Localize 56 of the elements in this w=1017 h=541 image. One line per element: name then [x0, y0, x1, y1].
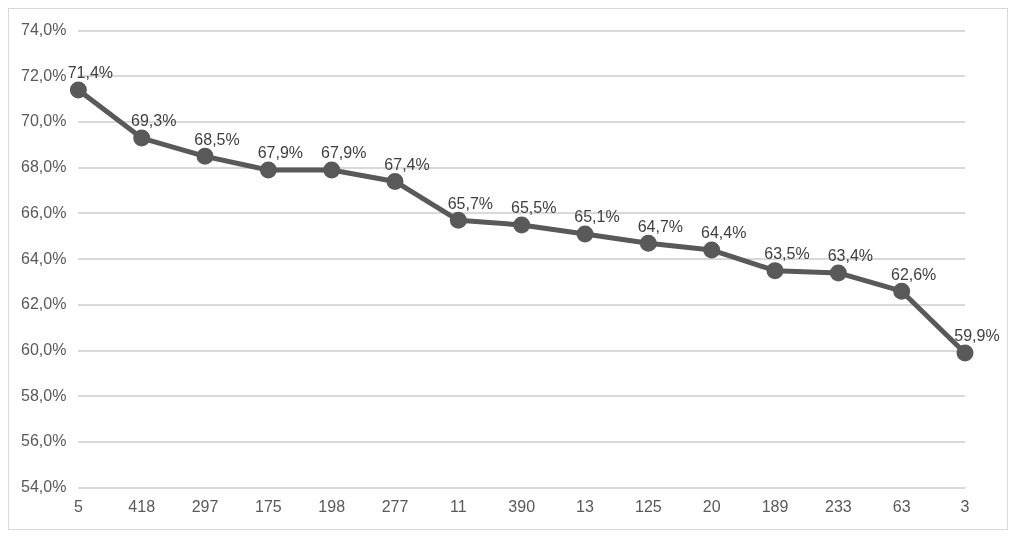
data-label: 65,1%	[574, 208, 620, 226]
point	[766, 262, 784, 280]
data-label: 68,5%	[194, 130, 240, 148]
data-label: 64,7%	[637, 217, 684, 235]
point	[513, 216, 531, 234]
y-tick-label: 66,0%	[20, 203, 67, 221]
y-tick-label: 58,0%	[20, 386, 67, 404]
point	[576, 225, 594, 243]
point	[69, 81, 87, 99]
point	[449, 211, 467, 229]
x-tick-label: 198	[318, 497, 346, 515]
point	[829, 264, 847, 282]
data-label: 65,5%	[511, 199, 557, 217]
point	[893, 282, 911, 300]
data-label: 63,4%	[827, 247, 874, 265]
data-label: 71,4%	[67, 64, 114, 82]
x-tick-label: 297	[191, 497, 219, 515]
data-label: 63,5%	[764, 245, 810, 263]
point	[386, 172, 404, 190]
x-tick-label: 390	[508, 497, 536, 515]
x-tick-label: 5	[73, 497, 83, 515]
y-tick-label: 62,0%	[20, 295, 67, 313]
data-label: 64,4%	[700, 224, 747, 242]
data-label: 65,7%	[447, 194, 494, 212]
x-tick-label: 233	[824, 497, 852, 515]
y-tick-label: 54,0%	[20, 478, 67, 496]
y-tick-label: 60,0%	[20, 341, 67, 359]
x-tick-label: 277	[381, 497, 409, 515]
y-tick-label: 56,0%	[20, 432, 67, 450]
data-label: 62,6%	[890, 265, 937, 283]
point	[196, 147, 214, 165]
x-tick-label: 418	[128, 497, 156, 515]
data-label: 67,9%	[257, 144, 304, 162]
y-tick-label: 70,0%	[20, 112, 67, 130]
point	[259, 161, 277, 179]
x-tick-label: 20	[702, 497, 721, 515]
y-tick-label: 74,0%	[20, 21, 67, 39]
point	[323, 161, 341, 179]
data-label: 69,3%	[131, 112, 177, 130]
x-tick-label: 63	[892, 497, 911, 515]
x-tick-label: 3	[960, 497, 970, 515]
data-label: 67,9%	[321, 144, 367, 162]
x-tick-label: 13	[576, 497, 595, 515]
data-label: 67,4%	[384, 155, 430, 173]
y-tick-label: 72,0%	[20, 66, 67, 84]
point	[956, 344, 974, 362]
point	[703, 241, 721, 259]
point	[639, 234, 657, 252]
x-tick-label: 189	[761, 497, 789, 515]
y-tick-label: 68,0%	[20, 158, 67, 176]
x-tick-label: 11	[450, 497, 467, 515]
data-label: 59,9%	[954, 327, 1000, 345]
point	[133, 129, 151, 147]
y-tick-label: 64,0%	[20, 249, 67, 267]
x-tick-label: 125	[634, 497, 662, 515]
x-tick-label: 175	[255, 497, 282, 515]
